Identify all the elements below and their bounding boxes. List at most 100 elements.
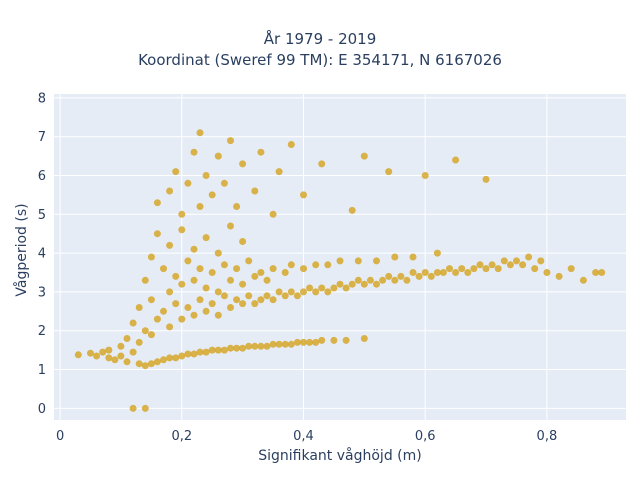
- data-point: [141, 276, 149, 284]
- y-tick-label: 0: [38, 402, 46, 417]
- data-point: [330, 336, 338, 344]
- data-point: [166, 187, 174, 195]
- data-point: [196, 348, 204, 356]
- data-point: [239, 300, 247, 308]
- data-point: [470, 265, 478, 273]
- data-point: [592, 269, 600, 276]
- data-point: [287, 340, 295, 348]
- data-point: [239, 160, 247, 168]
- data-point: [239, 238, 247, 245]
- data-point: [263, 276, 271, 284]
- x-tick-label: 0,8: [537, 429, 558, 444]
- data-point: [135, 304, 143, 311]
- data-point: [397, 272, 405, 280]
- data-point: [160, 356, 167, 364]
- data-point: [312, 288, 320, 296]
- x-tick-label: 0,6: [415, 429, 436, 444]
- data-point: [135, 360, 143, 368]
- x-axis-label: Signifikant våghöjd (m): [258, 448, 422, 464]
- data-point: [263, 292, 271, 300]
- data-point: [214, 152, 222, 160]
- data-point: [172, 354, 180, 362]
- data-point: [433, 249, 441, 257]
- data-point: [153, 199, 161, 207]
- data-point: [220, 179, 228, 187]
- data-point: [427, 272, 435, 280]
- data-point: [141, 327, 149, 335]
- data-point: [202, 307, 210, 315]
- data-point: [208, 300, 216, 308]
- data-point: [160, 265, 167, 273]
- tick-labels: 0 0,2 0,4 0,6 0,8 0 1 2 3 4 5 6 7 8: [38, 91, 558, 444]
- data-point: [208, 191, 216, 199]
- data-point: [500, 257, 508, 265]
- data-point: [129, 404, 137, 412]
- data-point: [293, 338, 301, 346]
- data-point: [166, 288, 174, 296]
- data-point: [141, 362, 149, 370]
- data-point: [257, 148, 265, 156]
- data-point: [537, 257, 545, 265]
- data-point: [567, 265, 575, 273]
- data-point: [306, 284, 314, 292]
- data-point: [506, 261, 514, 269]
- data-point: [160, 307, 167, 315]
- data-point: [190, 245, 198, 253]
- data-point: [227, 222, 234, 230]
- data-point: [354, 276, 362, 284]
- data-point: [135, 338, 143, 346]
- data-point: [166, 241, 174, 249]
- data-point: [525, 253, 533, 261]
- data-point: [178, 226, 186, 234]
- data-point: [458, 265, 466, 273]
- data-point: [214, 288, 222, 296]
- y-tick-label: 6: [38, 169, 46, 184]
- data-point: [531, 265, 539, 273]
- data-point: [257, 342, 265, 350]
- data-point: [269, 265, 277, 273]
- data-point: [208, 269, 216, 276]
- data-point: [178, 352, 186, 360]
- grid-lines: [54, 94, 626, 420]
- data-point: [214, 346, 222, 354]
- data-point: [172, 168, 180, 176]
- data-point: [342, 336, 350, 344]
- y-tick-label: 7: [38, 130, 46, 145]
- data-point: [129, 319, 137, 327]
- data-point: [452, 156, 460, 164]
- data-point: [391, 253, 399, 261]
- data-point: [105, 346, 113, 354]
- data-point: [348, 280, 356, 288]
- data-point: [93, 352, 101, 360]
- data-point: [494, 265, 502, 273]
- data-point: [464, 269, 472, 276]
- data-point: [257, 296, 265, 304]
- data-point: [251, 272, 259, 280]
- data-point: [555, 272, 563, 280]
- data-point: [111, 356, 119, 364]
- data-point: [318, 336, 326, 344]
- data-point: [190, 276, 198, 284]
- data-point: [117, 352, 125, 360]
- data-point: [300, 265, 307, 273]
- data-point: [257, 269, 265, 276]
- data-point: [178, 280, 186, 288]
- x-tick-label: 0,2: [171, 429, 192, 444]
- data-point: [196, 265, 204, 273]
- data-point: [123, 335, 131, 342]
- data-point: [227, 304, 234, 311]
- data-point: [446, 265, 453, 273]
- data-point: [190, 350, 198, 358]
- data-point: [141, 404, 149, 412]
- data-point: [190, 148, 198, 156]
- data-point: [373, 280, 380, 288]
- data-point: [245, 342, 253, 350]
- data-point: [482, 175, 490, 183]
- data-point: [153, 358, 161, 366]
- data-point: [482, 265, 490, 273]
- data-point: [379, 276, 387, 284]
- data-point: [196, 203, 204, 210]
- data-point: [287, 288, 295, 296]
- data-point: [87, 349, 94, 357]
